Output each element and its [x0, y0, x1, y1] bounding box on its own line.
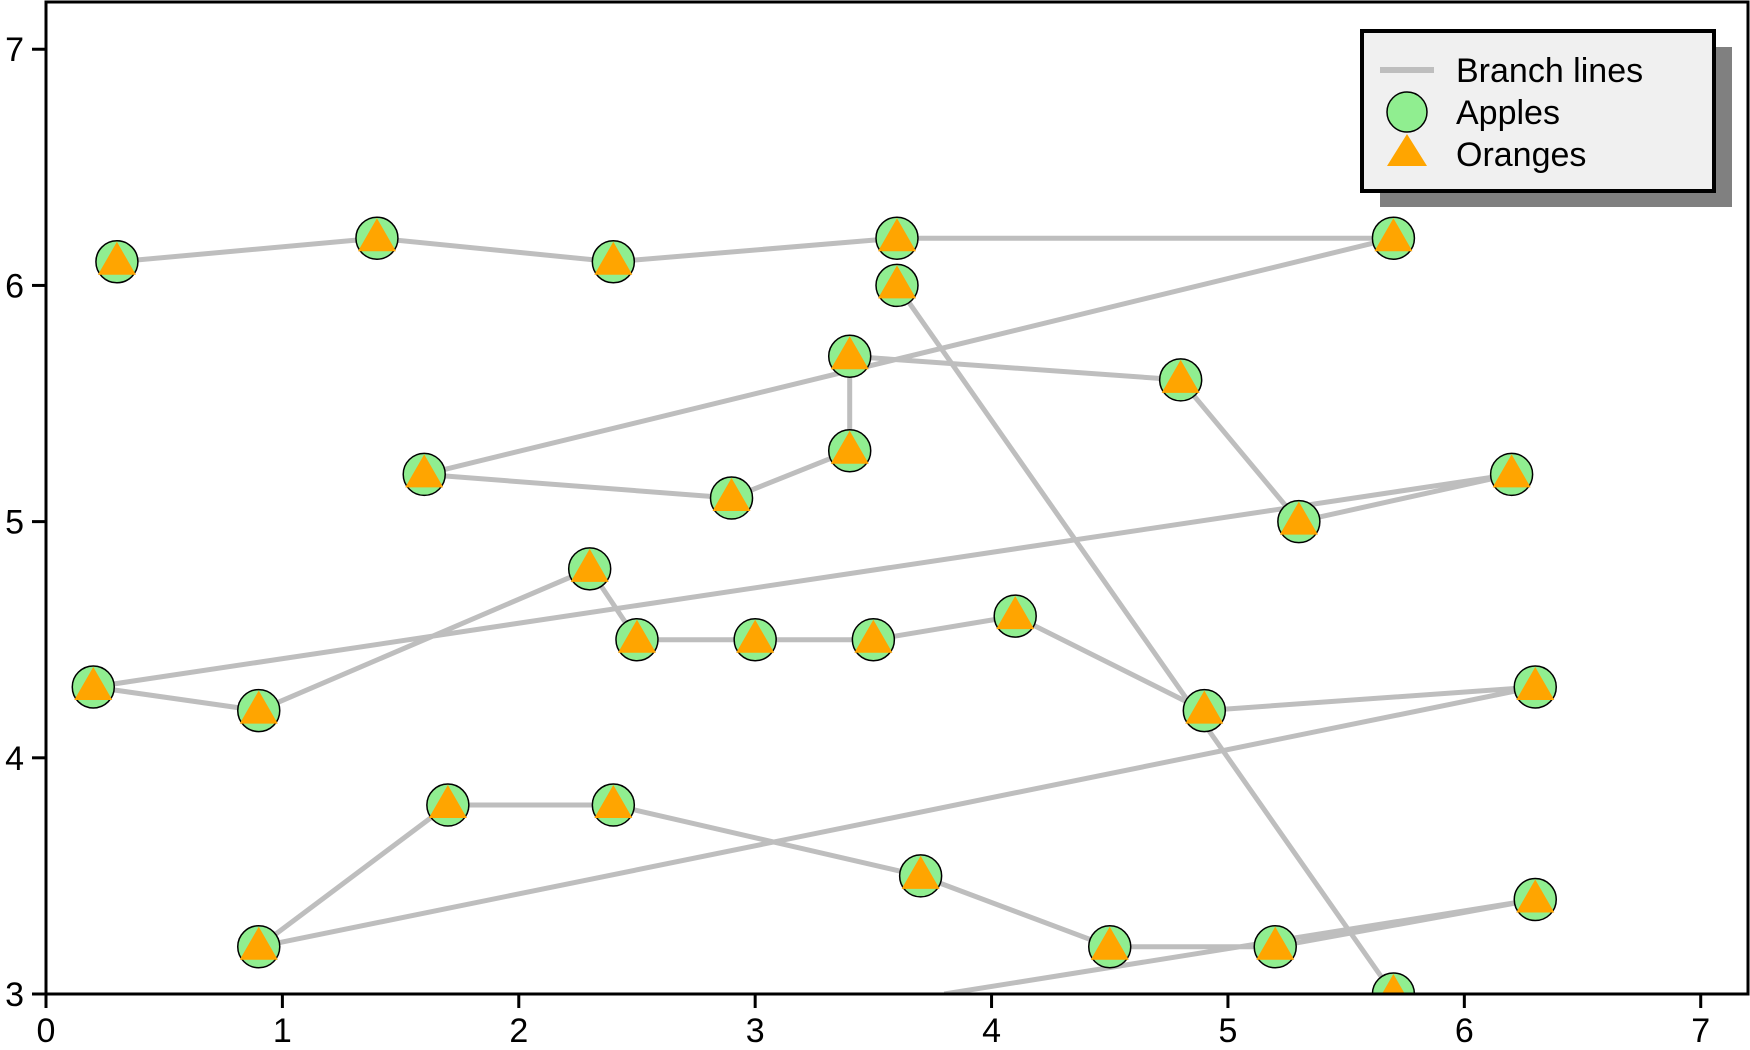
y-tick-label-7: 7: [5, 31, 24, 69]
y-axis: 3 4 5 6 7: [5, 31, 46, 1014]
orange-point-4: [1374, 218, 1413, 252]
orange-point-1: [357, 218, 396, 252]
y-tick-label-4: 4: [5, 740, 24, 778]
y-tick-label-3: 3: [5, 976, 24, 1014]
orange-point-14: [74, 666, 113, 700]
x-axis: 0 1 2 3 4 5 6 7: [37, 994, 1710, 1050]
apples-series: [71, 216, 1557, 994]
legend-orange-marker: [1387, 134, 1427, 166]
plot-frame: [44, 0, 1750, 996]
legend-apple-marker: [1386, 91, 1428, 133]
orange-point-26: [1090, 926, 1129, 960]
legend-label-branch-lines: Branch lines: [1456, 52, 1643, 90]
orange-point-3: [878, 218, 916, 252]
orange-point-15: [239, 690, 278, 724]
branch-lines: [90, 235, 1538, 994]
orange-point-0: [97, 241, 136, 275]
x-tick-label-1: 1: [273, 1012, 292, 1050]
legend-label-apples: Apples: [1456, 94, 1560, 132]
orange-point-22: [428, 785, 467, 819]
orange-point-5: [878, 265, 916, 299]
orange-point-28: [1516, 879, 1555, 913]
x-tick-label-7: 7: [1691, 1012, 1710, 1050]
orange-point-7: [1161, 359, 1200, 393]
legend-label-oranges: Oranges: [1456, 136, 1586, 174]
orange-point-20: [1185, 690, 1224, 724]
y-tick-label-5: 5: [5, 504, 24, 542]
orange-point-11: [1279, 501, 1318, 535]
orange-point-13: [570, 548, 609, 582]
orange-point-8: [405, 454, 444, 488]
orange-point-21: [1516, 666, 1555, 700]
orange-point-10: [830, 430, 869, 464]
y-tick-label-6: 6: [5, 267, 24, 305]
x-tick-label-0: 0: [37, 1012, 56, 1050]
orange-point-24: [901, 855, 940, 889]
orange-point-27: [1256, 926, 1295, 960]
orange-point-25: [239, 926, 278, 960]
orange-point-2: [594, 241, 633, 275]
oranges-series: [74, 218, 1555, 994]
orange-point-17: [736, 619, 775, 653]
orange-point-16: [617, 619, 656, 653]
branch-line-1: [894, 283, 1396, 994]
orange-point-9: [712, 478, 751, 511]
legend: Branch lines Apples Oranges: [1360, 29, 1732, 207]
x-tick-label-4: 4: [982, 1012, 1001, 1050]
x-tick-label-5: 5: [1218, 1012, 1237, 1050]
orange-point-12: [1492, 454, 1531, 488]
x-tick-label-2: 2: [509, 1012, 528, 1050]
orange-point-6: [830, 336, 869, 370]
branch-line-0: [90, 235, 1538, 994]
orange-point-18: [854, 619, 893, 653]
x-tick-label-6: 6: [1455, 1012, 1474, 1050]
orange-point-19: [996, 596, 1035, 630]
x-tick-label-3: 3: [746, 1012, 765, 1050]
orange-point-23: [594, 785, 633, 819]
orange-point-29: [1381, 974, 1405, 994]
